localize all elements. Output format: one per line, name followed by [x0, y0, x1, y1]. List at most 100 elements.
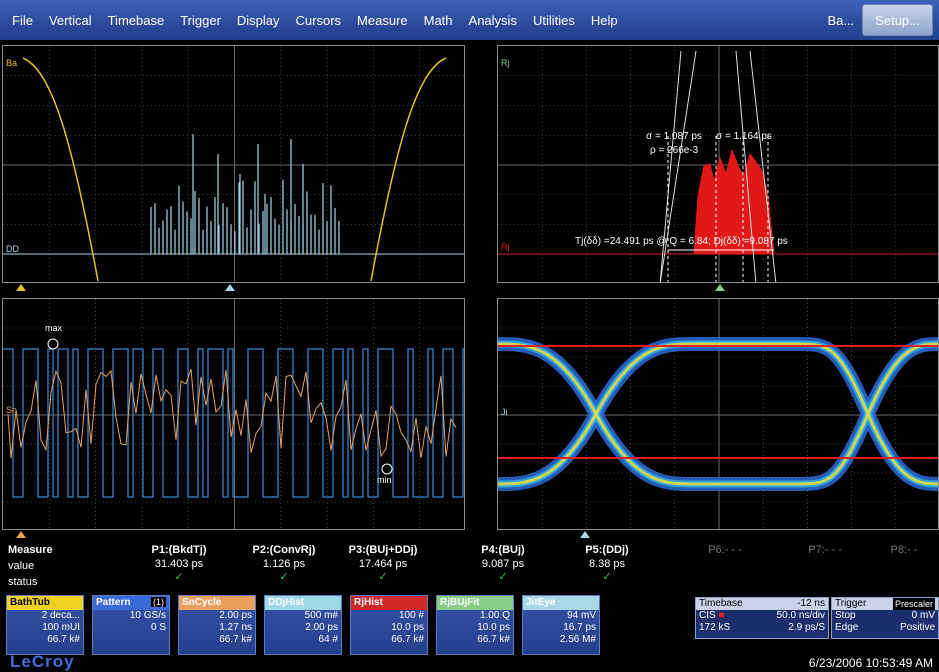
trigger-type: Edge	[835, 622, 859, 633]
timebase-rate: 2.9 ps/S	[788, 622, 825, 633]
param-name: P2:(ConvRj)	[252, 544, 316, 556]
trace-label-rj: Rj	[501, 242, 510, 252]
eye-trace-band	[498, 342, 938, 486]
descriptor-row: 66.7 k#	[47, 634, 80, 645]
trigger-slope: Positive	[899, 622, 935, 633]
menu-vertical[interactable]: Vertical	[48, 12, 92, 28]
status-check-icon: ✓	[174, 571, 184, 583]
bathtub-right-curve	[370, 57, 447, 282]
menu-math[interactable]: Math	[423, 12, 453, 28]
trigger-row-2: Edge Positive	[832, 622, 938, 634]
eye-diagram-plot	[498, 299, 938, 529]
menu-timebase[interactable]: Timebase	[107, 12, 165, 28]
value-row-label: value	[8, 560, 35, 572]
param-name: P8:- -	[890, 544, 918, 556]
descriptor-row: 2 deca...	[41, 610, 80, 621]
descriptor-row: 2.56 M#	[559, 634, 596, 645]
param-value: 1.126 ps	[262, 558, 306, 570]
descriptor-row: 2.00 ps	[219, 610, 252, 621]
param-p2[interactable]: P2:(ConvRj) 1.126 ps ✓	[234, 544, 334, 583]
menu-trigger[interactable]: Trigger	[180, 12, 221, 28]
setup-button[interactable]: Setup...	[862, 4, 933, 36]
descriptor-tag: SnCycle	[179, 596, 255, 610]
bathtub-marker-icon[interactable]	[16, 284, 26, 291]
sncycle-panel[interactable]: Sn max min	[2, 298, 465, 530]
descriptor-tag: BathTub	[7, 596, 83, 610]
trace-label-dd: DD	[6, 244, 19, 254]
param-value: 17.464 ps	[358, 558, 408, 570]
eye-marker-icon[interactable]	[580, 531, 590, 538]
menu-cursors[interactable]: Cursors	[295, 12, 342, 28]
param-p3[interactable]: P3:(BUj+DDj) 17.464 ps ✓	[333, 544, 433, 583]
rj-marker-icon[interactable]	[715, 284, 725, 291]
descriptor-row: 10 GS/s	[129, 610, 166, 621]
rj-histogram-panel[interactable]: Rj Rj σ = 1.087 ps σ = 1.164 ps ρ = 266e…	[497, 45, 939, 283]
descriptor-rjhist[interactable]: RjHist 100 #10.0 ps 66.7 k#	[350, 595, 428, 655]
menu-help[interactable]: Help	[590, 12, 618, 28]
descriptor-jiteye[interactable]: JitEye 94 mV 16.7 ps 2.56 M#	[522, 595, 600, 655]
param-p4[interactable]: P4:(BUj) 9.087 ps ✓	[453, 544, 553, 583]
trace-label-sn: Sn	[6, 405, 18, 415]
menu-utilities[interactable]: Utilities	[532, 12, 575, 28]
max-marker-icon	[47, 338, 59, 350]
status-check-icon: ✓	[602, 571, 612, 583]
descriptor-pattern[interactable]: Pattern (1) 10 GS/s 0 S	[92, 595, 170, 655]
rj-fit-line	[659, 50, 682, 282]
descriptor-row: 64 #	[318, 634, 338, 645]
param-name: P4:(BUj)	[481, 544, 525, 556]
menu-analysis[interactable]: Analysis	[468, 12, 517, 28]
param-p7[interactable]: P7:- - -	[775, 544, 875, 556]
eye-diagram-panel[interactable]: Ji	[497, 298, 939, 530]
rj-fit-line	[659, 50, 697, 282]
min-marker-icon	[381, 463, 393, 475]
descriptor-rjbujfit[interactable]: RjBUjFit 1.00 Q 10.0 ps 66.7 k#	[436, 595, 514, 655]
trigger-level: 0 mV	[911, 610, 935, 621]
timebase-title: Timebase	[699, 598, 743, 609]
param-p6[interactable]: P6:- - -	[675, 544, 775, 556]
descriptor-sncycle[interactable]: SnCycle 2.00 ps 1.27 ns 66.7 k#	[178, 595, 256, 655]
param-p1[interactable]: P1:(BkdTj) 31.403 ps ✓	[129, 544, 229, 583]
param-p8[interactable]: P8:- -	[869, 544, 939, 556]
descriptor-ddjhist[interactable]: DDjHist 500 m# 2.00 ps 64 #	[264, 595, 342, 655]
measure-row-label: Measure	[8, 544, 53, 556]
datetime-readout: 6/23/2006 10:53:49 AM	[808, 656, 933, 670]
max-marker-label: max	[45, 323, 63, 333]
descriptor-row: 66.7 k#	[477, 634, 510, 645]
sncycle-marker-icon[interactable]	[16, 531, 26, 538]
descriptor-tag: JitEye	[523, 596, 599, 610]
descriptor-row: 1.00 Q	[479, 610, 510, 621]
bathtub-panel[interactable]: Ba DD	[2, 45, 465, 283]
trigger-title: Trigger	[835, 598, 867, 609]
menu-display[interactable]: Display	[236, 12, 280, 28]
trigger-descriptor[interactable]: Trigger Prescaler Stop 0 mV Edge Positiv…	[831, 597, 939, 639]
descriptor-bathtub[interactable]: BathTub 2 deca... 100 mUI 66.7 k#	[6, 595, 84, 655]
tj-readout: Tj(δδ) =24.491 ps @ Q = 6.84; Dj(δδ) =9.…	[575, 236, 788, 247]
param-p5[interactable]: P5:(DDj) 8.38 ps ✓	[557, 544, 657, 583]
descriptor-row: 500 m#	[304, 610, 338, 621]
measure-table: Measure value status P1:(BkdTj) 31.403 p…	[0, 540, 939, 592]
timebase-div: 50.0 ns/div	[776, 610, 825, 621]
lecroy-logo: LeCroy	[10, 652, 75, 671]
timebase-header: Timebase -12 ns	[696, 598, 828, 610]
descriptor-row: 10.0 ps	[477, 622, 510, 633]
timebase-descriptor[interactable]: Timebase -12 ns CIS ■ 50.0 ns/div 172 kS…	[695, 597, 829, 639]
param-name: P5:(DDj)	[585, 544, 629, 556]
trigger-header: Trigger Prescaler	[832, 598, 938, 610]
sncycle-plot	[3, 299, 464, 529]
prescaler-badge: Prescaler	[892, 598, 935, 610]
sigma-right-readout: σ = 1.164 ps	[716, 131, 772, 142]
sigma-left-readout: σ = 1.087 ps	[646, 131, 702, 142]
ddj-marker-icon[interactable]	[225, 284, 235, 291]
param-name: P3:(BUj+DDj)	[348, 544, 418, 556]
rj-fit-line	[735, 50, 757, 282]
status-check-icon: ✓	[378, 571, 388, 583]
menu-file[interactable]: File	[12, 12, 33, 28]
descriptor-tag: RjBUjFit	[437, 596, 513, 610]
menu-ba[interactable]: Ba...	[827, 12, 855, 28]
eye-trace-band	[498, 342, 938, 486]
menu-measure[interactable]: Measure	[357, 12, 408, 28]
trigger-row-1: Stop 0 mV	[832, 610, 938, 622]
descriptor-row: 1.27 ns	[219, 622, 252, 633]
status-check-icon: ✓	[279, 571, 289, 583]
status-check-icon: ✓	[498, 571, 508, 583]
